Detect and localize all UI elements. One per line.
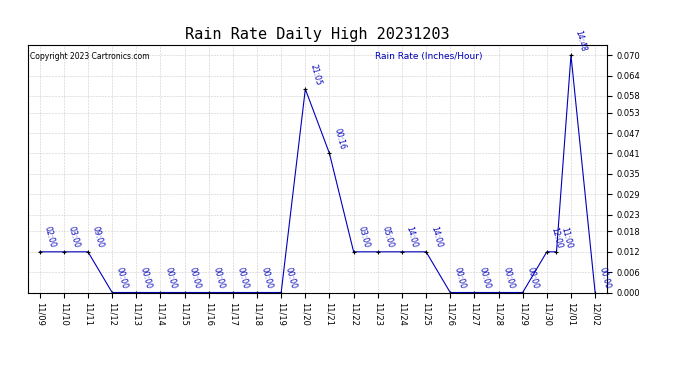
Text: 14:00: 14:00 [405,226,419,249]
Text: 12:00: 12:00 [550,226,564,249]
Text: 21:05: 21:05 [308,63,322,86]
Text: Rain Rate (Inches/Hour): Rain Rate (Inches/Hour) [375,53,483,62]
Text: 00:00: 00:00 [453,266,467,290]
Text: 09:00: 09:00 [91,225,105,249]
Text: 00:00: 00:00 [260,266,274,290]
Text: 03:00: 03:00 [67,225,81,249]
Text: 00:00: 00:00 [115,266,129,290]
Text: 05:00: 05:00 [381,225,395,249]
Text: 00:00: 00:00 [284,266,298,290]
Text: 00:00: 00:00 [236,266,250,290]
Text: Copyright 2023 Cartronics.com: Copyright 2023 Cartronics.com [30,53,150,62]
Title: Rain Rate Daily High 20231203: Rain Rate Daily High 20231203 [185,27,450,42]
Text: 02:00: 02:00 [43,226,57,249]
Text: 00:00: 00:00 [526,266,540,290]
Text: 00:00: 00:00 [598,266,612,290]
Text: 00:00: 00:00 [164,266,177,290]
Text: 03:00: 03:00 [357,225,371,249]
Text: 14:48: 14:48 [574,29,588,53]
Text: 00:16: 00:16 [333,127,346,151]
Text: 00:00: 00:00 [502,266,515,290]
Text: 00:00: 00:00 [139,266,153,290]
Text: 00:00: 00:00 [477,266,491,290]
Text: 14:00: 14:00 [429,226,443,249]
Text: 00:00: 00:00 [188,266,201,290]
Text: 11:00: 11:00 [560,226,573,249]
Text: 00:00: 00:00 [212,266,226,290]
